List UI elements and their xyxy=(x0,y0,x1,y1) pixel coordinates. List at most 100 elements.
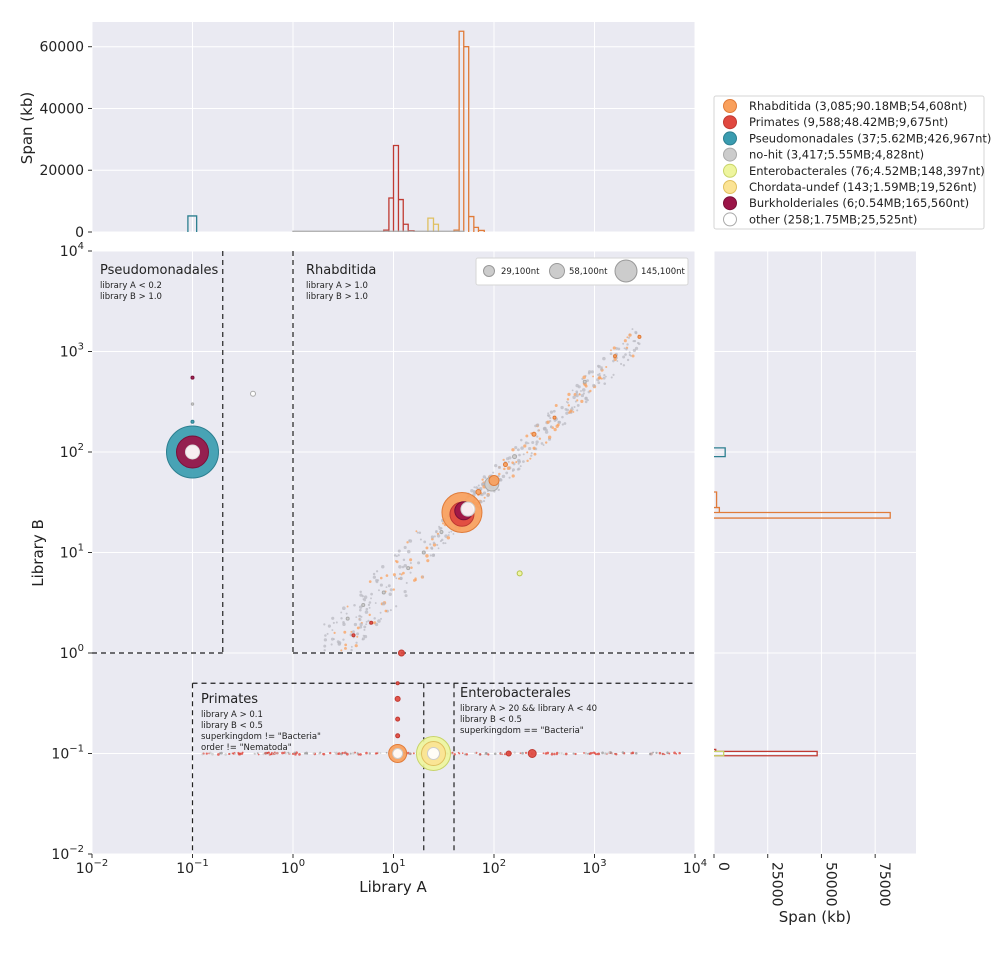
scatter-point xyxy=(331,629,334,632)
scatter-point xyxy=(584,400,588,404)
scatter-point xyxy=(374,622,379,627)
scatter-point xyxy=(564,752,568,756)
scatter-point xyxy=(572,411,575,413)
blob-point xyxy=(394,695,401,702)
scatter-point xyxy=(323,644,327,648)
scatter-point xyxy=(632,339,635,343)
scatter-point xyxy=(581,388,586,392)
scatter-point xyxy=(228,753,231,756)
scatter-point xyxy=(479,500,483,504)
x-tick-label: 50000 xyxy=(822,862,838,907)
scatter-point xyxy=(365,623,368,626)
scatter-point xyxy=(368,613,371,617)
scatter-point xyxy=(356,632,360,636)
scatter-point xyxy=(417,561,421,565)
scatter-point xyxy=(368,601,372,604)
scatter-point xyxy=(622,364,626,367)
blob-point xyxy=(190,402,195,406)
scatter-point xyxy=(353,603,356,607)
region-rule: superkingdom == "Bacteria" xyxy=(460,726,584,736)
scatter-point xyxy=(450,530,453,533)
scatter-point xyxy=(497,488,500,492)
legend-marker xyxy=(723,212,737,227)
scatter-point xyxy=(430,535,435,539)
scatter-point xyxy=(572,752,575,755)
scatter-point xyxy=(557,420,561,424)
scatter-point xyxy=(503,753,507,756)
scatter-point xyxy=(486,493,490,498)
scatter-point xyxy=(359,593,363,597)
scatter-point xyxy=(375,578,379,582)
size-legend-label: 29,100nt xyxy=(501,267,540,277)
scatter-point xyxy=(582,392,585,395)
scatter-point xyxy=(574,752,577,756)
x-tick-label: 100 xyxy=(281,858,305,877)
scatter-point xyxy=(522,453,525,456)
blob-point xyxy=(185,444,200,460)
scatter-point xyxy=(610,349,612,352)
scatter-point xyxy=(438,526,442,531)
blob-point xyxy=(439,529,444,534)
scatter-point xyxy=(552,409,556,413)
scatter-point xyxy=(518,453,521,457)
top-histogram: 0 20000 40000 60000 Span (kb) xyxy=(18,22,696,241)
region-rule: library A > 20 && library A < 40 xyxy=(460,704,597,714)
scatter-point xyxy=(395,577,398,580)
blob-point xyxy=(421,550,426,555)
scatter-point xyxy=(375,570,379,573)
y-tick-label: 10−2 xyxy=(51,844,84,863)
scatter-point xyxy=(262,753,265,756)
blob-point xyxy=(395,716,401,722)
scatter-point xyxy=(600,367,603,371)
scatter-point xyxy=(536,435,539,438)
scatter-point xyxy=(441,522,445,525)
scatter-point xyxy=(397,577,401,580)
scatter-point xyxy=(652,751,655,754)
legend-marker xyxy=(723,180,737,194)
scatter-point xyxy=(542,444,545,446)
scatter-point xyxy=(666,751,669,754)
scatter-point xyxy=(342,622,346,627)
region-rule: library B < 0.5 xyxy=(460,715,522,725)
scatter-point xyxy=(330,643,333,646)
scatter-point xyxy=(359,753,362,756)
scatter-point xyxy=(625,348,628,351)
scatter-point xyxy=(658,751,662,755)
scatter-point xyxy=(561,415,564,419)
scatter-point xyxy=(359,590,362,594)
region-title: Enterobacterales xyxy=(460,686,571,701)
scatter-point xyxy=(323,623,326,626)
scatter-point xyxy=(493,752,497,756)
scatter-point xyxy=(602,376,606,380)
scatter-point xyxy=(377,589,380,592)
scatter-point xyxy=(327,624,331,628)
scatter-point xyxy=(572,395,576,400)
scatter-point xyxy=(473,486,476,489)
scatter-point xyxy=(406,549,411,554)
scatter-point xyxy=(604,375,607,378)
histogram-bar xyxy=(453,30,485,232)
scatter-point xyxy=(542,752,545,755)
scatter-point xyxy=(575,394,579,398)
legend-marker xyxy=(723,163,737,178)
scatter-point xyxy=(451,751,454,754)
scatter-point xyxy=(516,448,520,452)
scatter-point xyxy=(340,649,343,652)
scatter-point xyxy=(447,534,450,537)
region-title: Rhabditida xyxy=(306,263,376,278)
legend-marker xyxy=(723,115,737,130)
scatter-point xyxy=(398,565,402,569)
scatter-point xyxy=(631,354,635,358)
scatter-point xyxy=(452,533,455,535)
region-rule: library B > 1.0 xyxy=(306,292,368,302)
scatter-point xyxy=(578,393,581,396)
scatter-point xyxy=(395,605,398,608)
legend: Rhabditida (3,085;90.18MB;54,608nt) Prima… xyxy=(713,95,991,230)
scatter-point xyxy=(267,751,270,754)
scatter-point xyxy=(337,642,342,646)
scatter-point xyxy=(628,353,631,357)
scatter-point xyxy=(395,560,399,564)
scatter-point xyxy=(381,601,386,606)
blob-point xyxy=(250,390,257,397)
scatter-point xyxy=(634,331,638,335)
